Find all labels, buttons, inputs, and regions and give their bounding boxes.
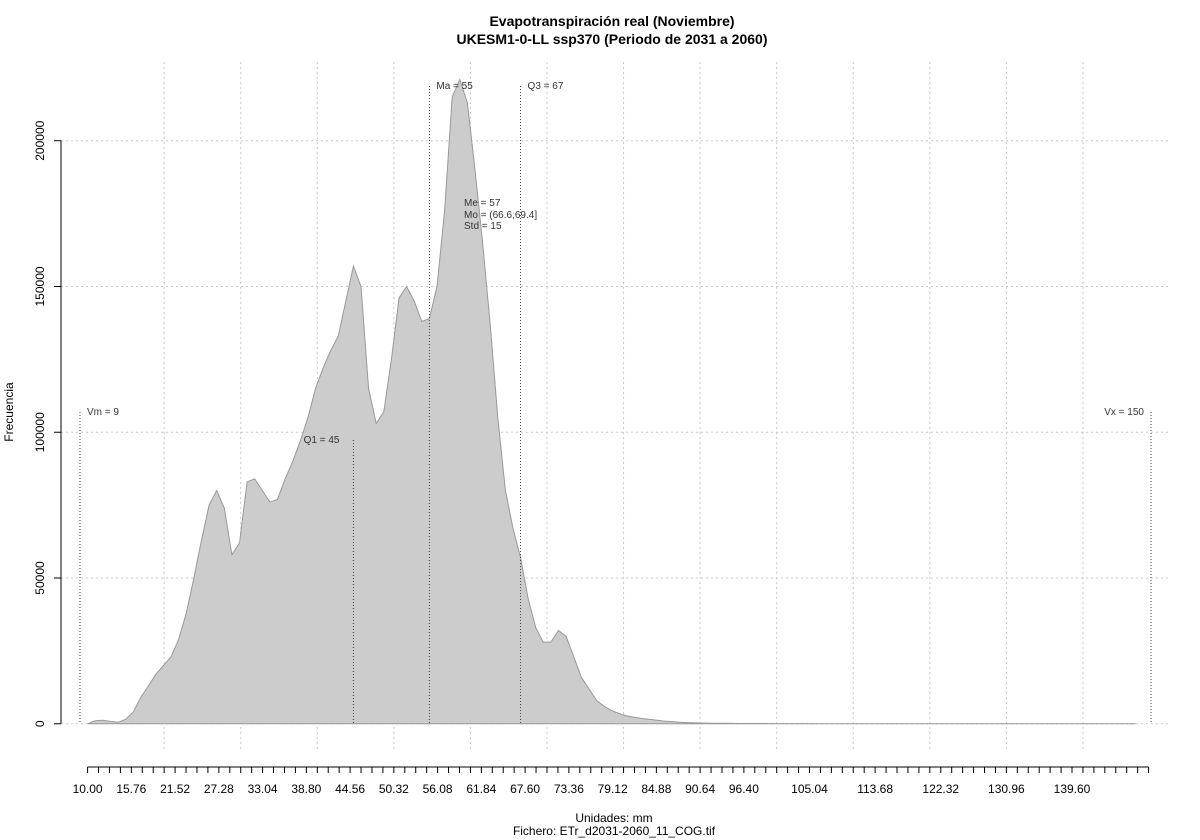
x-tick-label: 15.76 — [116, 782, 146, 796]
x-tick-label: 122.32 — [922, 782, 959, 796]
x-axis-label: Unidades: mm — [575, 811, 652, 825]
x-tick-label: 130.96 — [988, 782, 1025, 796]
file-label: Fichero: ETr_d2031-2060_11_COG.tif — [513, 824, 716, 838]
stat-mode: Mo = (66.6,69.4] — [464, 210, 537, 221]
y-tick-label: 50000 — [33, 561, 47, 595]
x-tick-label: 96.40 — [729, 782, 759, 796]
x-tick-label: 105.04 — [791, 782, 828, 796]
x-tick-label: 113.68 — [857, 782, 893, 796]
x-tick-label: 79.12 — [598, 782, 628, 796]
x-tick-label: 84.88 — [641, 782, 671, 796]
reference-lines: Vm = 9 Q1 = 45 Ma = 55 Q3 = 67 Vx = 150 — [79, 81, 1152, 724]
x-tick-label: 73.36 — [554, 782, 584, 796]
x-tick-label: 21.52 — [160, 782, 190, 796]
y-tick-label: 0 — [33, 720, 47, 727]
x-tick-label: 50.32 — [379, 782, 409, 796]
reference-label: Ma = 55 — [436, 81, 473, 92]
x-tick-label: 44.56 — [335, 782, 365, 796]
axes: 0 50000 100000 150000 200000 10.00 15.76 21.52 2… — [33, 120, 1150, 796]
x-tick-label: 33.04 — [248, 782, 278, 796]
x-tick-label: 61.84 — [466, 782, 496, 796]
y-tick-label: 200000 — [33, 120, 47, 160]
x-tick-label: 67.60 — [510, 782, 540, 796]
y-tick-label: 150000 — [33, 266, 47, 306]
reference-label: Vx = 150 — [1104, 407, 1144, 418]
y-axis-label: Frecuencia — [2, 382, 16, 442]
chart-title: Evapotranspiración real (Noviembre) — [489, 13, 734, 29]
x-tick-label: 90.64 — [685, 782, 715, 796]
x-tick-label: 56.08 — [423, 782, 453, 796]
y-tick-label: 100000 — [33, 412, 47, 452]
reference-label: Q3 = 67 — [528, 81, 564, 92]
stat-std: Std = 15 — [464, 221, 502, 232]
reference-label: Q1 = 45 — [304, 435, 340, 446]
stat-median: Me = 57 — [464, 198, 501, 209]
x-tick-label: 139.60 — [1054, 782, 1091, 796]
stats-box: Me = 57 Mo = (66.6,69.4] Std = 15 — [464, 198, 537, 232]
frequency-area — [87, 78, 1136, 725]
chart-subtitle: UKESM1-0-LL ssp370 (Periodo de 2031 a 20… — [457, 31, 768, 47]
x-tick-label: 27.28 — [204, 782, 234, 796]
x-tick-label: 38.80 — [291, 782, 321, 796]
x-tick-label: 10.00 — [73, 782, 103, 796]
reference-label: Vm = 9 — [87, 407, 119, 418]
